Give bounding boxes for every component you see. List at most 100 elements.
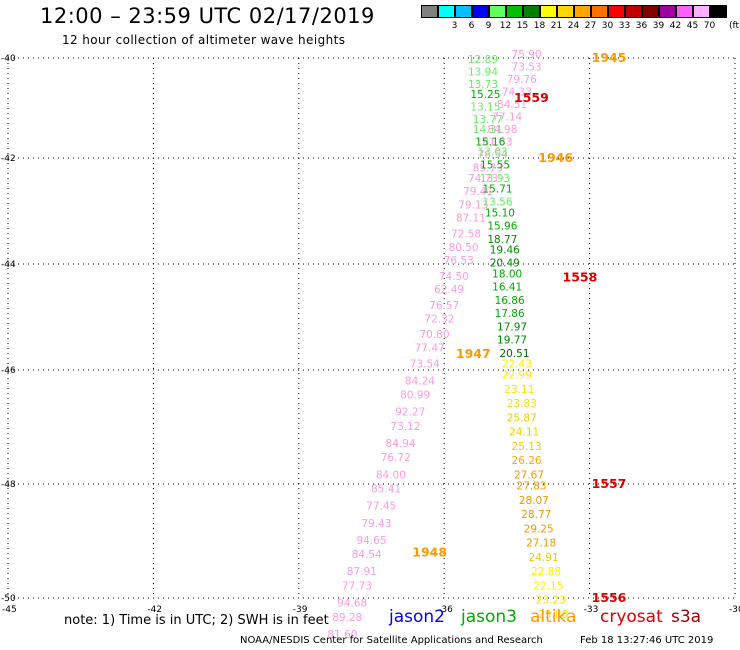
legend-label: 70 <box>703 21 716 31</box>
legend-label: 36 <box>635 21 648 31</box>
lat-tick-label: -40 <box>1 54 16 64</box>
legend-label: 24 <box>567 21 580 31</box>
wave-height-value: 22.43 <box>502 358 532 370</box>
wave-height-value: 74.50 <box>439 271 469 283</box>
satellite-label: altika <box>530 607 577 627</box>
legend-swatch <box>693 5 710 18</box>
track-time-label: 1556 <box>592 590 627 605</box>
satellite-label: cryosat <box>600 607 663 627</box>
wave-height-value: 13.56 <box>482 197 512 209</box>
wave-height-value: 13.77 <box>473 114 503 126</box>
wave-height-value: 25.13 <box>512 441 542 453</box>
wave-height-value: 23.11 <box>504 384 534 396</box>
track-time-label: 1557 <box>592 476 627 491</box>
legend-swatch <box>710 5 727 18</box>
legend-label: 21 <box>550 21 563 31</box>
wave-height-value: 28.77 <box>521 509 551 521</box>
wave-height-value: 22.99 <box>502 370 532 382</box>
wave-height-value: 85.73 <box>473 162 503 174</box>
wave-height-value: 12.89 <box>468 54 498 66</box>
track-time-label: 1945 <box>592 50 627 65</box>
track-time-label: 1559 <box>514 90 549 105</box>
wave-height-value: 73.53 <box>512 62 542 74</box>
wave-height-value: 20.51 <box>499 348 529 360</box>
wave-height-value: 23.23 <box>536 595 566 607</box>
wave-height-value: 80.50 <box>449 242 479 254</box>
legend-label: 18 <box>533 21 546 31</box>
wave-height-value: 84.54 <box>352 549 382 561</box>
wave-height-value: 25.87 <box>507 412 537 424</box>
wave-height-value: 27.83 <box>516 481 546 493</box>
wave-height-value: 19.77 <box>497 335 527 347</box>
wave-height-value: 22.15 <box>533 580 563 592</box>
wave-height-value: 24.91 <box>529 552 559 564</box>
lat-tick-label: -42 <box>1 154 16 164</box>
legend-label: 6 <box>468 21 475 31</box>
legend-swatch <box>489 5 506 18</box>
legend-swatch <box>438 5 455 18</box>
wave-height-value: 27.18 <box>526 538 556 550</box>
wave-height-value: 94.65 <box>356 535 386 547</box>
wave-height-value: 18.77 <box>487 234 517 246</box>
wave-height-value: 84.51 <box>497 99 527 111</box>
legend-swatch <box>659 5 676 18</box>
lon-tick-label: -33 <box>584 605 599 615</box>
wave-height-value: 70.80 <box>419 329 449 341</box>
wave-height-value: 23.83 <box>507 398 537 410</box>
wave-height-value: 26.26 <box>512 455 542 467</box>
wave-height-value: 15.55 <box>480 160 510 172</box>
lon-tick-label: -36 <box>438 605 453 615</box>
wave-height-value: 87.91 <box>347 566 377 578</box>
legend-swatch <box>421 5 438 18</box>
wave-height-value: 13.94 <box>468 67 498 79</box>
wave-height-value: 29.25 <box>524 523 554 535</box>
legend-label: 30 <box>601 21 614 31</box>
wave-height-value: 13.73 <box>468 79 498 91</box>
wave-height-value: 79.43 <box>361 518 391 530</box>
wave-height-value: 19.46 <box>490 244 520 256</box>
footer-timestamp: Feb 18 13:27:46 UTC 2019 <box>580 635 714 646</box>
wave-height-value: 75.90 <box>512 49 542 61</box>
footer-credit: NOAA/NESDIS Center for Satellite Applica… <box>240 635 543 646</box>
wave-height-value: 17.86 <box>495 308 525 320</box>
wave-height-value: 13.93 <box>480 173 510 185</box>
legend-unit: (ft) <box>729 21 740 31</box>
wave-height-value: 84.00 <box>376 469 406 481</box>
lon-tick-label: -30 <box>729 605 740 615</box>
wave-height-value: 79.41 <box>463 186 493 198</box>
legend-swatch <box>574 5 591 18</box>
legend-swatch <box>455 5 472 18</box>
track-time-label: 1558 <box>563 269 598 284</box>
wave-height-value: 23.88 <box>538 609 568 621</box>
lat-tick-label: -48 <box>1 480 16 490</box>
wave-height-value: 94.68 <box>337 598 367 610</box>
legend-label: 27 <box>584 21 597 31</box>
track-time-label: 1946 <box>538 150 573 165</box>
wave-height-value: 15.71 <box>482 183 512 195</box>
lat-tick-label: -46 <box>1 366 16 376</box>
page-title: 12:00 – 23:59 UTC 02/17/2019 <box>40 4 375 28</box>
wave-height-value: 80.99 <box>400 390 430 402</box>
legend-label: 45 <box>686 21 699 31</box>
wave-height-value: 76.72 <box>381 452 411 464</box>
wave-height-value: 24.11 <box>509 427 539 439</box>
wave-height-value: 89.28 <box>332 612 362 624</box>
wave-height-value: 76.53 <box>444 255 474 267</box>
wave-height-value: 84.24 <box>405 375 435 387</box>
wave-height-value: 87.11 <box>456 213 486 225</box>
wave-height-value: 77.45 <box>366 501 396 513</box>
legend-swatch <box>642 5 659 18</box>
wave-height-value: 84.94 <box>386 438 416 450</box>
wave-height-value: 76.54 <box>478 149 508 161</box>
wave-height-value: 73.12 <box>390 421 420 433</box>
wave-height-value: 81.60 <box>327 629 357 641</box>
wave-height-value: 77.14 <box>492 112 522 124</box>
wave-height-value: 18.00 <box>492 268 522 280</box>
wave-height-value: 13.03 <box>478 147 508 159</box>
wave-height-value: 74.73 <box>468 173 498 185</box>
wave-height-value: 27.67 <box>514 469 544 481</box>
note-text: note: 1) Time is in UTC; 2) SWH is in fe… <box>64 613 329 628</box>
legend-label: 39 <box>652 21 665 31</box>
wave-height-value: 81.33 <box>482 137 512 149</box>
legend-label: 9 <box>485 21 492 31</box>
